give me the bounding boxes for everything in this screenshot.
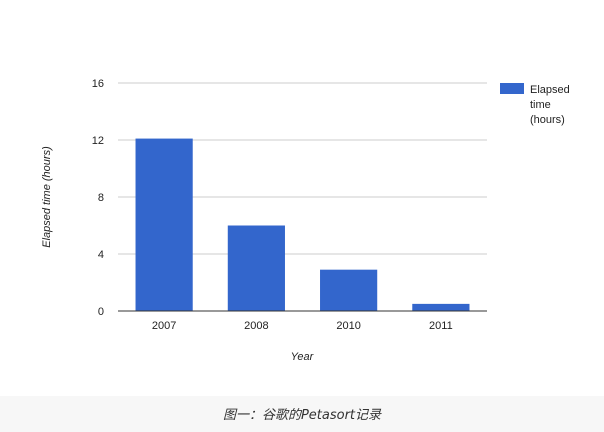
x-tick-label: 2008: [244, 320, 268, 332]
y-tick-label: 12: [92, 135, 104, 147]
x-tick-label: 2007: [152, 320, 176, 332]
bar-2011: [412, 303, 470, 311]
legend-swatch: [500, 83, 524, 94]
figure-caption: 图一：谷歌的Petasort记录: [222, 408, 382, 423]
bars: [135, 138, 470, 311]
legend: Elapsed time (hours): [500, 83, 570, 126]
x-axis-title: Year: [291, 351, 315, 363]
legend-label-line-3: (hours): [530, 114, 565, 126]
y-tick-label: 0: [98, 306, 104, 318]
y-tick-labels: 0 4 8 12 16: [92, 78, 104, 318]
bar-2008: [227, 225, 285, 311]
x-tick-label: 2011: [429, 320, 453, 332]
y-tick-label: 8: [98, 192, 104, 204]
y-axis-title: Elapsed time (hours): [41, 146, 53, 248]
legend-label-line-1: Elapsed: [530, 84, 570, 96]
caption-background: [0, 396, 604, 432]
bar-chart: 0 4 8 12 16 2007 2008 2010 2011 Year Elapsed ti…: [41, 78, 570, 363]
chart: 0 4 8 12 16 2007 2008 2010 2011 Year Elapsed ti…: [41, 78, 570, 363]
x-tick-label: 2010: [336, 320, 360, 332]
x-tick-labels: 2007 2008 2010 2011: [152, 320, 453, 332]
bar-2007: [135, 138, 193, 311]
y-tick-label: 4: [98, 249, 104, 261]
y-tick-label: 16: [92, 78, 104, 90]
bar-2010: [320, 269, 378, 311]
legend-label-line-2: time: [530, 99, 551, 111]
